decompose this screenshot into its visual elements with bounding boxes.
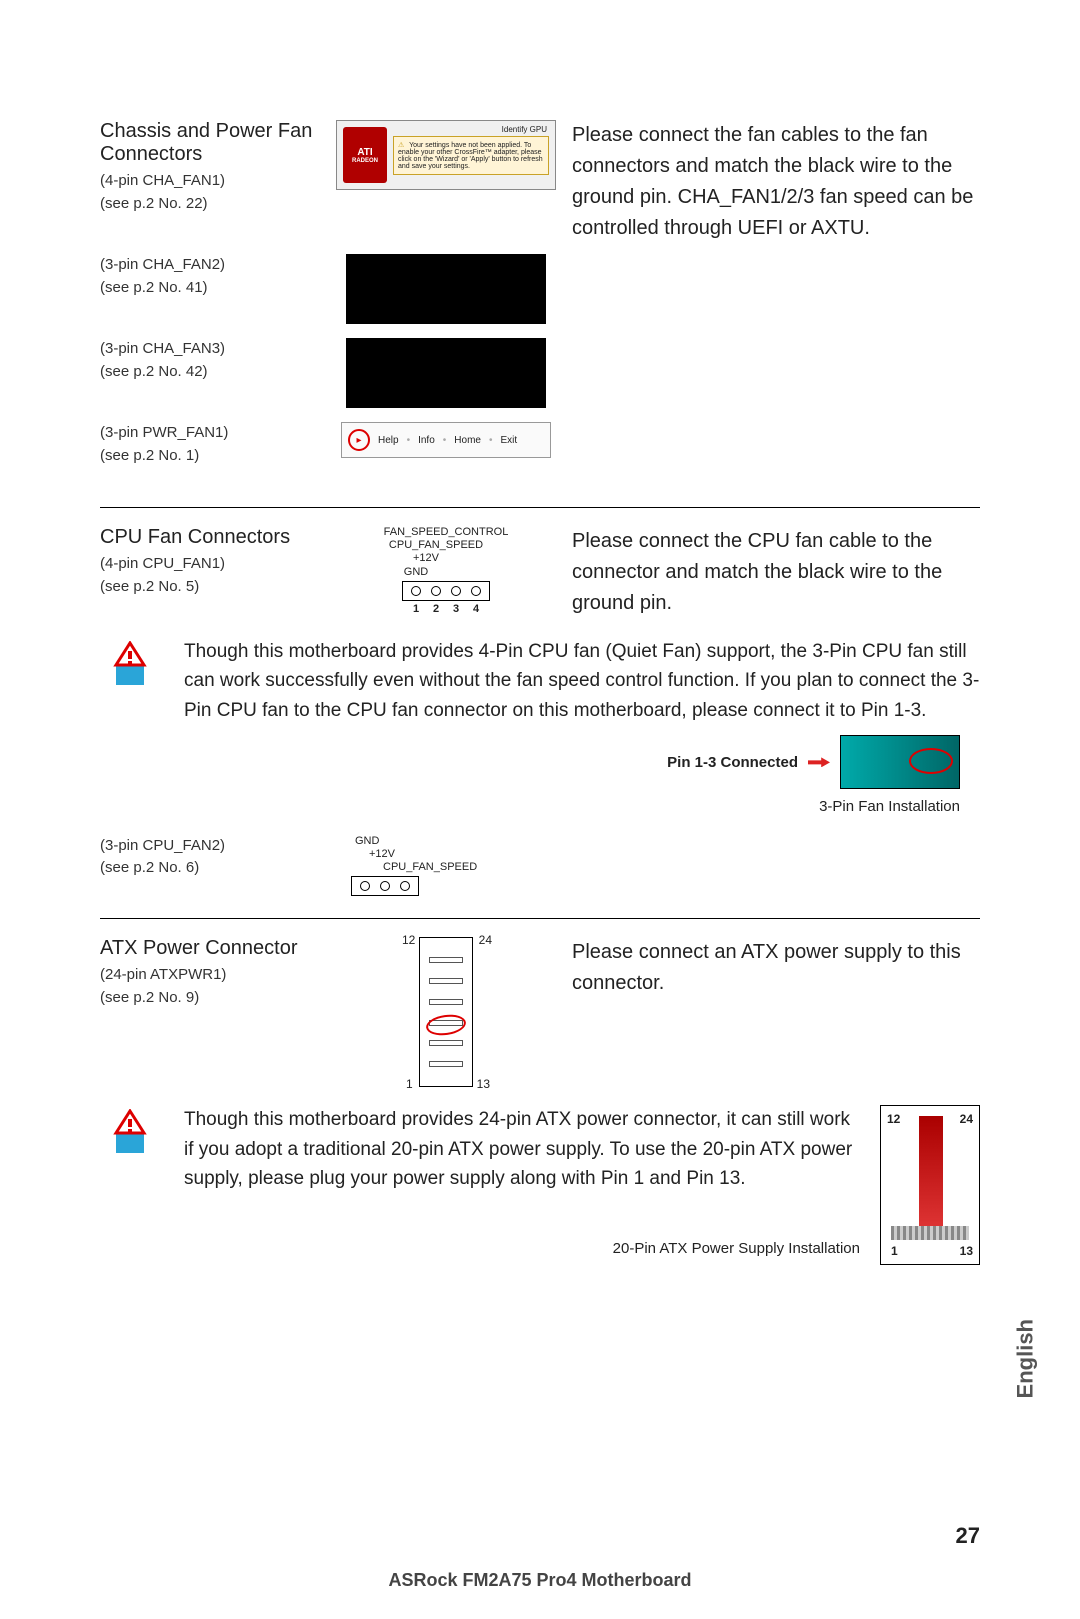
diag-label: +12V xyxy=(413,552,439,565)
diag-label: GND xyxy=(355,835,477,848)
atx-slot-icon xyxy=(429,978,463,984)
section-chassis-fan: Chassis and Power Fan Connectors (4-pin … xyxy=(100,120,980,485)
atx-note-text: Though this motherboard provides 24-pin … xyxy=(184,1109,852,1189)
pin-label-13: 13 xyxy=(477,1077,490,1091)
pin-label-12: 12 xyxy=(887,1110,900,1129)
pin-icon xyxy=(400,881,410,891)
pin-icon xyxy=(411,586,421,596)
atx-label: (24-pin ATXPWR1) xyxy=(100,964,320,987)
cha-fan1-label: (4-pin CHA_FAN1) xyxy=(100,170,320,193)
diag-label: FAN_SPEED_CONTROL xyxy=(384,526,509,539)
toolbar-item: Help xyxy=(378,435,399,446)
cpu-4pin-diagram: FAN_SPEED_CONTROL CPU_FAN_SPEED +12V GND… xyxy=(361,526,531,616)
cha-fan2-label: (3-pin CHA_FAN2) xyxy=(100,254,320,277)
pin-num: 3 xyxy=(451,603,461,616)
ati-tag: Identify GPU xyxy=(502,125,547,134)
arrow-icon xyxy=(808,757,830,767)
diag-label: +12V xyxy=(369,848,477,861)
chassis-desc: Please connect the fan cables to the fan… xyxy=(572,120,980,244)
cpu-note-text: Though this motherboard provides 4-Pin C… xyxy=(184,641,979,721)
atx-title: ATX Power Connector xyxy=(100,937,320,960)
pin-numbers: 1 2 3 4 xyxy=(402,601,490,616)
diag-label: CPU_FAN_SPEED xyxy=(389,539,483,552)
section-atx: ATX Power Connector (24-pin ATXPWR1) (se… xyxy=(100,937,980,1265)
pwr-fan1-label: (3-pin PWR_FAN1) xyxy=(100,422,320,445)
ati-warning-text: Your settings have not been applied. To … xyxy=(398,142,543,170)
pin-label-1: 1 xyxy=(891,1242,898,1261)
atx-desc: Please connect an ATX power supply to th… xyxy=(572,937,980,999)
footer-text: ASRock FM2A75 Pro4 Motherboard xyxy=(0,1570,1080,1591)
pin-icon xyxy=(451,586,461,596)
gradient-bar-icon xyxy=(891,1226,969,1240)
pin-icon xyxy=(380,881,390,891)
atx-ref: (see p.2 No. 9) xyxy=(100,987,320,1010)
pwr-fan1-ref: (see p.2 No. 1) xyxy=(100,445,320,468)
pin-num: 4 xyxy=(471,603,481,616)
atx-connector-diagram: 12 24 1 13 xyxy=(406,937,486,1087)
cpu-title: CPU Fan Connectors xyxy=(100,526,320,549)
warning-icon xyxy=(100,1105,160,1157)
chassis-title: Chassis and Power Fan Connectors xyxy=(100,120,320,166)
atx-install-caption: 20-Pin ATX Power Supply Installation xyxy=(613,1240,860,1257)
cha-fan3-label: (3-pin CHA_FAN3) xyxy=(100,338,320,361)
section-cpu-fan: CPU Fan Connectors (4-pin CPU_FAN1) (see… xyxy=(100,526,980,896)
pin-label-12: 12 xyxy=(402,933,415,947)
diag-label: CPU_FAN_SPEED xyxy=(383,861,477,874)
atx-note: Though this motherboard provides 24-pin … xyxy=(100,1105,980,1265)
atx-slot-icon xyxy=(429,957,463,963)
language-label: English xyxy=(1012,1319,1038,1398)
atx-slot-icon xyxy=(429,1061,463,1067)
pin-row xyxy=(351,876,419,896)
manual-page: Chassis and Power Fan Connectors (4-pin … xyxy=(0,0,1080,1619)
pin13-install: Pin 1-3 Connected 3-Pin Fan Installation xyxy=(184,735,980,818)
ati-diagram: ATI RADEON Your settings have not been a… xyxy=(336,120,556,190)
cha-fan1-ref: (see p.2 No. 22) xyxy=(100,193,320,216)
pin-icon xyxy=(360,881,370,891)
red-oval-icon xyxy=(909,748,953,774)
ati-logo-sub: RADEON xyxy=(352,158,378,164)
cha-fan2-ref: (see p.2 No. 41) xyxy=(100,277,320,300)
pin-label-24: 24 xyxy=(960,1110,973,1129)
black-box-icon xyxy=(346,338,546,408)
cpu-note: Though this motherboard provides 4-Pin C… xyxy=(100,637,980,819)
toolbar-item: Exit xyxy=(501,435,518,446)
cpu-fan1-ref: (see p.2 No. 5) xyxy=(100,576,320,599)
diag-label: GND xyxy=(404,566,428,579)
red-bar-icon xyxy=(919,1116,943,1226)
atx-20pin-image: 12 24 1 13 xyxy=(880,1105,980,1265)
pin-row xyxy=(402,581,490,601)
pin-num: 2 xyxy=(431,603,441,616)
warning-icon xyxy=(100,637,160,689)
ati-logo-icon: ATI RADEON xyxy=(343,127,387,183)
divider xyxy=(100,918,980,919)
cpu-3pin-diagram: GND +12V CPU_FAN_SPEED xyxy=(351,835,541,897)
pin-label-1: 1 xyxy=(406,1077,413,1091)
toolbar-circle-icon: ▸ xyxy=(348,429,370,451)
fan-install-image xyxy=(840,735,960,789)
cpu-fan2-ref: (see p.2 No. 6) xyxy=(100,857,320,880)
atx-slot-icon xyxy=(429,999,463,1005)
pin-label-24: 24 xyxy=(479,933,492,947)
pin-icon xyxy=(431,586,441,596)
cha-fan3-ref: (see p.2 No. 42) xyxy=(100,361,320,384)
atx-slot-icon xyxy=(429,1040,463,1046)
black-box-icon xyxy=(346,254,546,324)
pin-label-13: 13 xyxy=(960,1242,973,1261)
cpu-desc: Please connect the CPU fan cable to the … xyxy=(572,526,980,619)
pin-icon xyxy=(471,586,481,596)
pin13-title: Pin 1-3 Connected xyxy=(667,751,798,774)
cpu-fan2-label: (3-pin CPU_FAN2) xyxy=(100,835,320,858)
ati-logo-text: ATI xyxy=(357,147,372,158)
toolbar-item: Home xyxy=(454,435,481,446)
toolbar-diagram: ▸ Help• Info• Home• Exit xyxy=(341,422,551,458)
divider xyxy=(100,507,980,508)
toolbar-item: Info xyxy=(418,435,435,446)
pin13-caption: 3-Pin Fan Installation xyxy=(819,795,960,818)
pin-num: 1 xyxy=(411,603,421,616)
ati-warning: Your settings have not been applied. To … xyxy=(393,136,549,175)
cpu-fan1-label: (4-pin CPU_FAN1) xyxy=(100,553,320,576)
page-number: 27 xyxy=(956,1523,980,1549)
